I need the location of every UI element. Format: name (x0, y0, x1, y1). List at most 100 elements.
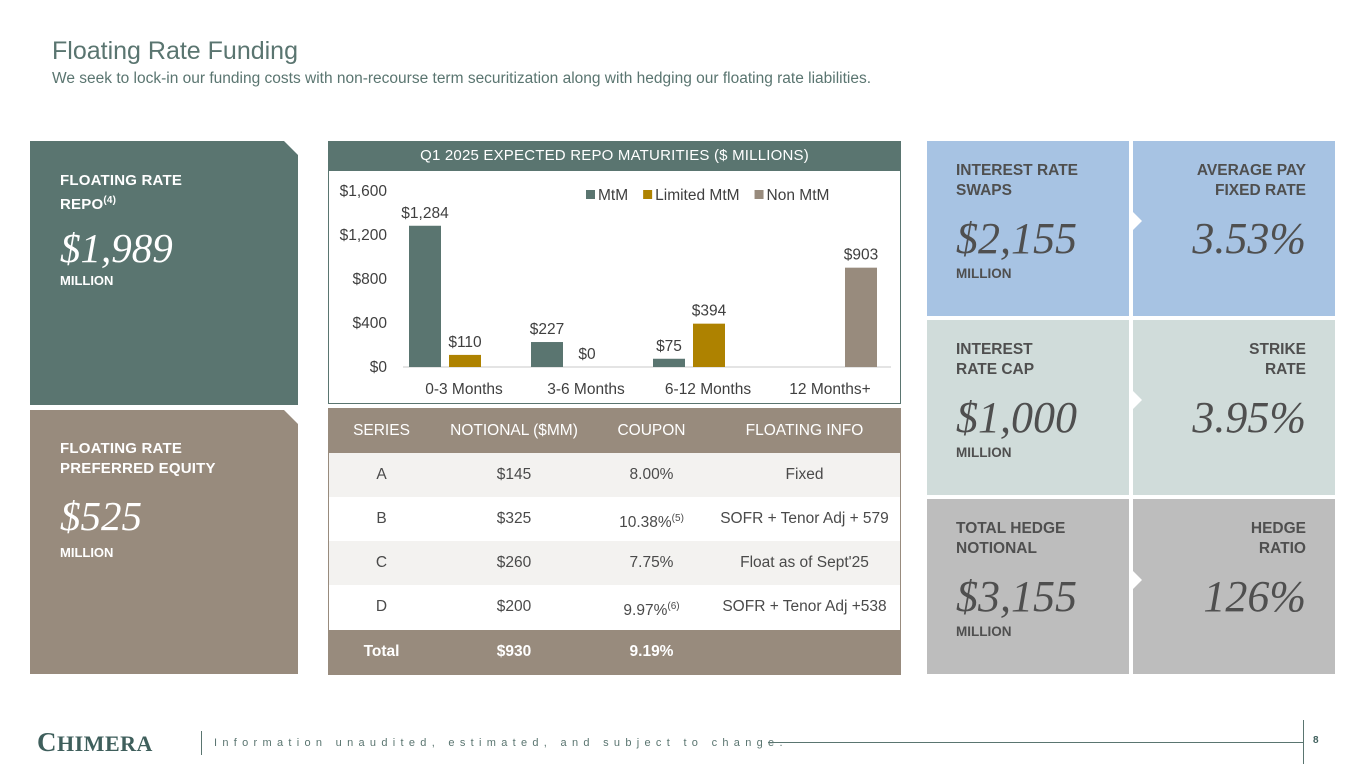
y-tick-label: $800 (353, 271, 388, 288)
chevron-right-icon (1133, 571, 1142, 589)
page-subtitle: We seek to lock-in our funding costs wit… (52, 70, 872, 87)
swaps-label: INTEREST RATE SWAPS (956, 161, 1078, 201)
x-tick-label: 3-6 Months (547, 381, 625, 398)
cell-floating-info: SOFR + Tenor Adj + 579 (720, 510, 889, 527)
coupon-value: 9.97% (623, 602, 668, 619)
hedge-ratio-label-line2: RATIO (1258, 540, 1306, 557)
x-tick-label: 12 Months+ (789, 381, 870, 398)
cell-coupon: 10.38%(5) (594, 497, 709, 545)
data-label: $75 (656, 338, 682, 355)
table-row: B $325 10.38%(5) SOFR + Tenor Adj + 579 (329, 497, 900, 541)
avg-pay-value: 3.53% (1192, 214, 1306, 263)
y-tick-label: $400 (353, 315, 388, 332)
repo-label: FLOATING RATE REPO(4) (60, 171, 182, 215)
coupon-value: 8.00% (629, 466, 674, 483)
coupon-value: 10.38% (619, 514, 672, 531)
preferred-series-table: SERIES NOTIONAL ($MM) COUPON FLOATING IN… (328, 408, 901, 675)
chimera-logo: CHIMERA (37, 727, 153, 758)
rate-cap-notional-tile: INTEREST RATE CAP $1,000 MILLION (927, 320, 1129, 495)
cell-coupon: 9.97%(6) (594, 585, 709, 633)
repo-unit: MILLION (60, 273, 114, 288)
chart-title: Q1 2025 EXPECTED REPO MATURITIES ($ MILL… (328, 141, 901, 171)
y-tick-label: $1,200 (340, 227, 388, 244)
repo-value: $1,989 (60, 225, 173, 271)
legend-swatch (754, 190, 764, 199)
preferred-label-line2: PREFERRED EQUITY (60, 460, 216, 477)
footer-divider (201, 731, 202, 755)
rate-cap-unit: MILLION (956, 445, 1012, 460)
logo-initial: C (37, 727, 57, 757)
cell-notional: $260 (496, 554, 532, 571)
swaps-value: $2,155 (956, 214, 1077, 263)
swaps-label-line1: INTEREST RATE (956, 162, 1078, 179)
data-label: $0 (578, 346, 596, 363)
header-series: SERIES (353, 422, 410, 439)
coupon-footnote: (6) (667, 601, 680, 612)
floating-rate-preferred-panel: FLOATING RATE PREFERRED EQUITY $525 MILL… (30, 410, 298, 674)
repo-label-line2: REPO (60, 196, 104, 213)
total-notional: $930 (496, 643, 532, 660)
cell-coupon: 8.00% (594, 453, 709, 497)
cell-notional: $200 (496, 598, 532, 615)
total-hedge-notional-tile: TOTAL HEDGE NOTIONAL $3,155 MILLION (927, 499, 1129, 674)
table-total-row: Total $930 9.19% (329, 630, 900, 674)
header-coupon: COUPON (617, 422, 686, 439)
hedge-ratio-label: HEDGE RATIO (1251, 519, 1306, 559)
cell-coupon: 7.75% (594, 541, 709, 585)
coupon-footnote: (5) (671, 513, 684, 524)
repo-label-line1: FLOATING RATE (60, 172, 183, 189)
table-row: C $260 7.75% Float as of Sept'25 (329, 541, 900, 585)
strike-rate-tile: STRIKE RATE 3.95% (1133, 320, 1335, 495)
rate-cap-label-line1: INTEREST (956, 341, 1033, 358)
data-label: $1,284 (401, 205, 449, 222)
data-label: $394 (692, 303, 727, 320)
legend-swatch (586, 190, 595, 199)
swaps-notional-tile: INTEREST RATE SWAPS $2,155 MILLION (927, 141, 1129, 316)
legend-label: MtM (598, 187, 628, 204)
footer-rule (768, 742, 1304, 743)
bar-limited-mtm (449, 354, 481, 367)
avg-pay-label-line1: AVERAGE PAY (1196, 162, 1306, 179)
table-row: D $200 9.97%(6) SOFR + Tenor Adj +538 (329, 585, 900, 629)
total-hedge-label: TOTAL HEDGE NOTIONAL (956, 519, 1065, 559)
cell-notional: $325 (496, 510, 532, 527)
total-hedge-label-line2: NOTIONAL (956, 540, 1037, 557)
repo-maturities-chart: $0 $400 $800 $1,200 $1,600 0-3 Months 3-6 Mont… (340, 183, 891, 398)
data-label: $903 (844, 247, 878, 264)
footer-page-divider (1303, 720, 1304, 764)
bar-non-mtm (845, 267, 877, 367)
legend-swatch (643, 190, 653, 199)
data-label: $227 (530, 321, 564, 338)
legend-label: Limited MtM (655, 187, 739, 204)
logo-rest: HIMERA (57, 731, 153, 756)
avg-pay-label: AVERAGE PAY FIXED RATE (1197, 161, 1306, 201)
legend-label: Non MtM (767, 187, 830, 204)
cell-series: A (376, 466, 387, 483)
y-tick-label: $0 (370, 359, 388, 376)
cell-floating-info: Fixed (785, 466, 824, 483)
total-hedge-value: $3,155 (956, 572, 1077, 621)
cell-floating-info: Float as of Sept'25 (740, 554, 869, 571)
page-number: 8 (1313, 735, 1319, 746)
strike-rate-label-line2: RATE (1264, 361, 1306, 378)
rate-cap-value: $1,000 (956, 393, 1077, 442)
bar-limited-mtm (693, 323, 725, 367)
x-tick-label: 6-12 Months (665, 381, 751, 398)
repo-footnote: (4) (103, 195, 117, 206)
strike-rate-label: STRIKE RATE (1249, 340, 1306, 380)
cell-series: B (376, 510, 387, 527)
panel-corner (284, 410, 298, 424)
header-notional: NOTIONAL ($MM) (450, 422, 578, 439)
hedge-ratio-value: 126% (1203, 572, 1306, 621)
hedge-ratio-label-line1: HEDGE (1250, 520, 1306, 537)
coupon-value: 7.75% (629, 554, 674, 571)
strike-rate-label-line1: STRIKE (1249, 341, 1306, 358)
bar-mtm (409, 225, 441, 367)
total-label: Total (363, 643, 400, 660)
cell-floating-info: SOFR + Tenor Adj +538 (722, 598, 887, 615)
table-header-row: SERIES NOTIONAL ($MM) COUPON FLOATING IN… (329, 409, 900, 453)
cell-series: C (375, 554, 388, 571)
total-hedge-label-line1: TOTAL HEDGE (956, 520, 1066, 537)
preferred-label-line1: FLOATING RATE (60, 440, 183, 457)
swaps-label-line2: SWAPS (956, 182, 1012, 199)
